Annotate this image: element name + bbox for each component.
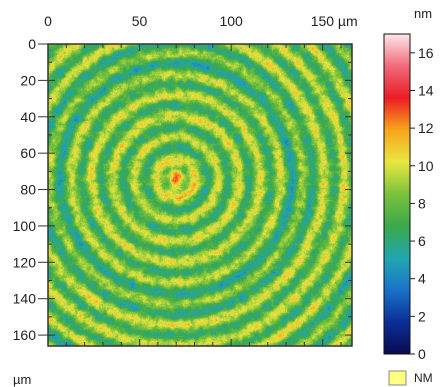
y-tick-label: 120: [13, 254, 37, 270]
x-tick-label: 0: [44, 13, 52, 29]
colorbar-tick-label: 8: [418, 195, 426, 211]
y-tick-label: 80: [20, 182, 36, 198]
colorbar-tick-label: 10: [418, 158, 434, 174]
x-axis-ticks: [47, 44, 342, 346]
colorbar-gradient: [383, 33, 411, 355]
colorbar-unit-label: nm: [414, 6, 432, 21]
x-axis-tick-labels: 0 50 100 150 µm: [44, 13, 358, 29]
colorbar: 0 2 4 6 8 10 12 14 16 nm: [383, 6, 434, 362]
y-axis-ticks: [48, 43, 352, 336]
plot-frame: [47, 43, 353, 347]
y-tick-label: 160: [13, 327, 37, 343]
nm-legend: NM: [388, 370, 433, 386]
y-axis-tick-labels: 0 20 40 60 80 100 120 140 160: [13, 36, 48, 343]
colorbar-tick-label: 6: [418, 233, 426, 249]
nm-legend-label: NM: [414, 371, 433, 385]
y-tick-label: 100: [13, 218, 37, 234]
x-tick-label: 150 µm: [311, 13, 358, 29]
colorbar-tick-label: 12: [418, 120, 434, 136]
colorbar-ticks: [410, 52, 415, 355]
colorbar-tick-label: 16: [418, 45, 434, 61]
colorbar-tick-label: 0: [418, 346, 426, 362]
y-tick-label: 40: [20, 109, 36, 125]
y-tick-label: 140: [13, 291, 37, 307]
x-tick-label: 100: [219, 13, 243, 29]
y-tick-label: 0: [28, 36, 36, 52]
colorbar-tick-label: 4: [418, 271, 426, 287]
y-tick-label: 60: [20, 145, 36, 161]
height-map-plot: [47, 43, 353, 347]
nm-legend-swatch: [388, 370, 407, 386]
height-map-image: [48, 44, 352, 346]
x-tick-label: 50: [132, 13, 148, 29]
colorbar-tick-label: 14: [418, 82, 434, 98]
y-tick-label: 20: [20, 72, 36, 88]
y-axis-unit-label: µm: [13, 372, 31, 387]
colorbar-tick-label: 2: [418, 308, 426, 324]
colorbar-tick-labels: 0 2 4 6 8 10 12 14 16: [418, 45, 434, 362]
